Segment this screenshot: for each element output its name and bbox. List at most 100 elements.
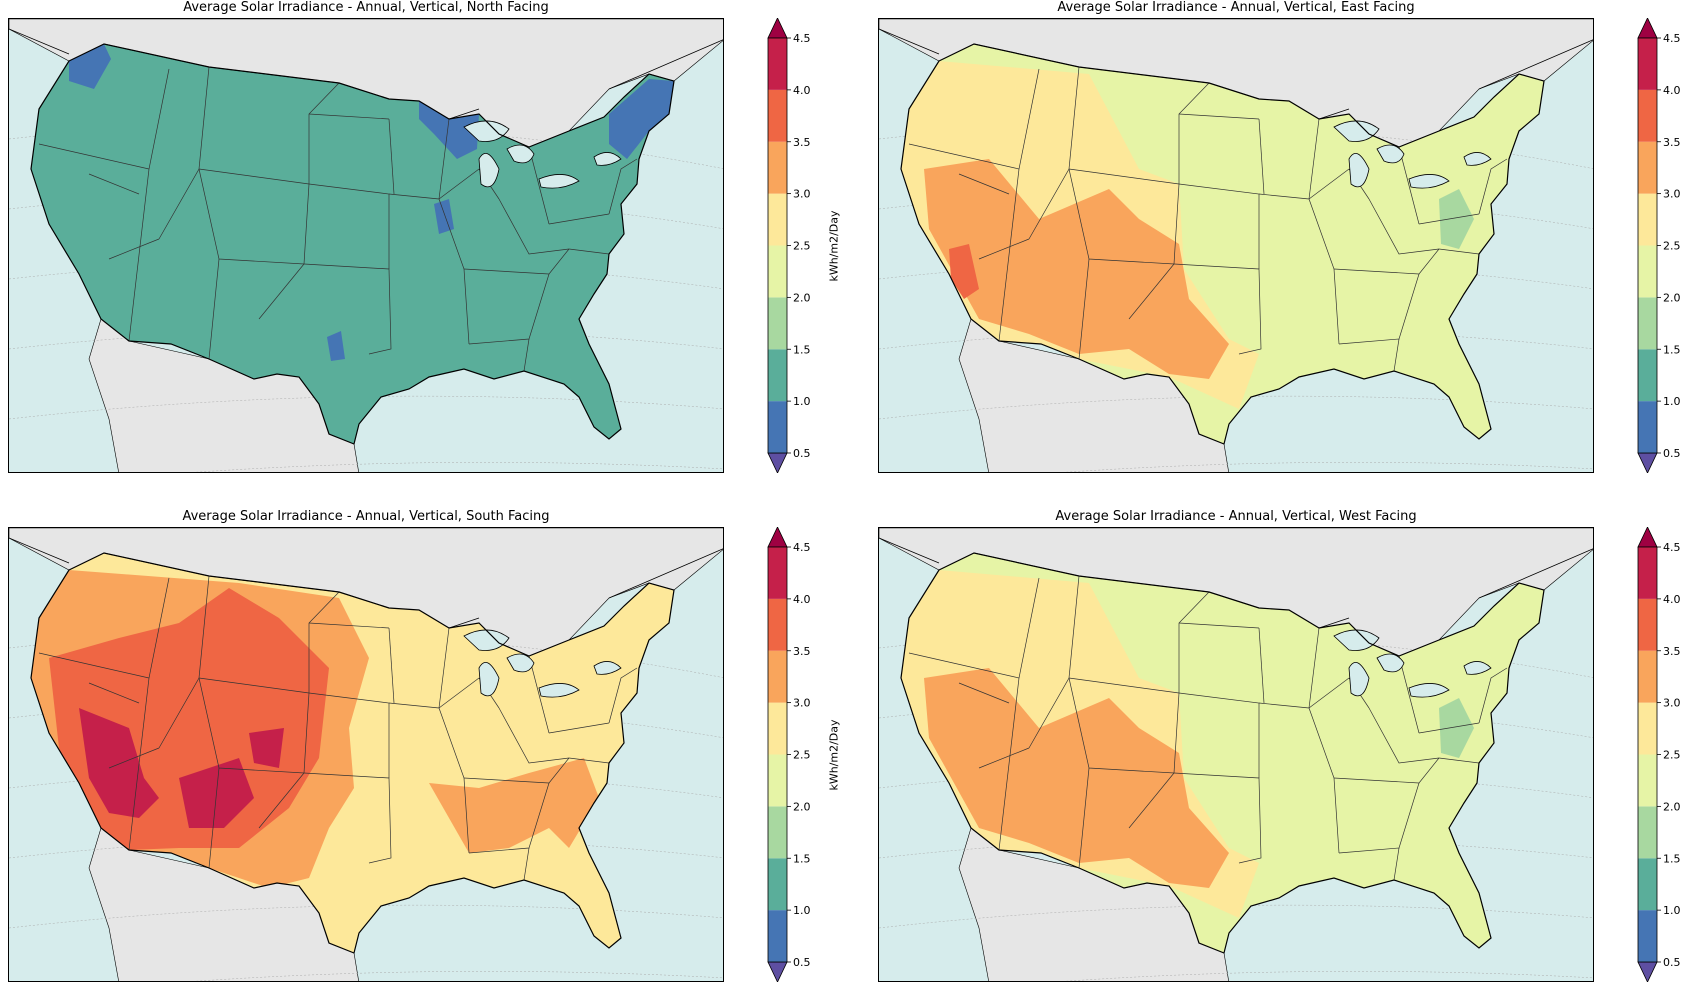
colorbar-swatch [1638,650,1657,703]
colorbar-swatch [768,38,787,90]
state-border [308,113,390,120]
state-border [568,757,610,764]
colorbar-swatch [1638,547,1657,599]
lake [538,174,580,189]
state-border [308,622,390,629]
colorbar-tick-label: 1.5 [1663,852,1681,865]
state-border [1308,118,1320,200]
state-border [388,702,470,854]
panel-title: Average Solar Irradiance - Annual, Verti… [1055,509,1417,524]
colorbar-swatch [1638,858,1657,911]
colorbar-tick-label: 3.0 [793,188,811,201]
colorbar-tick-label: 2.5 [1663,240,1681,253]
state-border [198,168,310,265]
state-border [1173,263,1262,355]
colorbar-swatch [768,297,787,350]
state-border [1128,772,1175,829]
state-border [258,263,305,320]
state-border [1078,258,1090,360]
state-border [1258,193,1340,345]
state-border [38,143,150,170]
coastline [900,43,1545,445]
colorbar-tick-label: 3.5 [1663,136,1681,149]
colorbar-tick-label: 1.5 [1663,343,1681,356]
colorbar-tick-label: 4.5 [1663,32,1681,45]
colorbar-over-arrow [767,17,788,39]
state-border [1128,263,1175,320]
colorbar-tick-label: 2.0 [1663,800,1681,813]
state-border [1258,702,1340,854]
irradiance-region [434,199,454,234]
colorbar-swatch [1638,141,1657,194]
state-border [198,677,310,694]
state-border [1178,622,1260,629]
irradiance-region [69,44,111,89]
colorbar-tick-label: 2.5 [793,240,811,253]
state-border [438,677,480,709]
state-border [198,168,310,185]
colorbar-tick-label: 4.0 [1663,593,1681,606]
colorbar-swatch [1638,245,1657,298]
colorbar-swatch [1638,38,1657,90]
state-border [958,173,1010,195]
lake [1333,629,1380,651]
colorbar-over-arrow [767,526,788,548]
state-border [1398,146,1420,225]
lake [1463,152,1492,166]
lake [463,120,510,142]
choropleth-map [9,19,723,472]
colorbar-tick-label: 3.0 [793,697,811,710]
colorbar-tick-label: 3.5 [793,645,811,658]
colorbar-swatch [1638,89,1657,142]
state-border [1368,198,1440,255]
colorbar-tick-label: 2.5 [1663,749,1681,762]
colorbar-swatch [768,193,787,246]
state-border [1368,707,1440,764]
colorbar-scale: 0.5 1.0 1.5 2.0 2.5 3.0 3.5 4.0 4.5 [767,526,811,983]
colorbar-swatch [768,702,787,755]
colorbar-tick-label: 2.0 [1663,291,1681,304]
colorbar-label: kWh/m2/Day [827,209,841,282]
colorbar-swatch [768,910,787,962]
state-border [1258,118,1265,195]
state-border [258,772,305,829]
state-border [1173,772,1262,864]
state-border [1258,627,1265,704]
colorbar-tick-label: 1.5 [793,852,811,865]
colorbar-tick-label: 4.5 [793,541,811,554]
state-border [908,652,1020,679]
colorbar-tick-label: 1.0 [1663,395,1681,408]
map-area [8,527,724,982]
state-border [1418,722,1480,734]
colorbar-swatch [768,806,787,859]
state-border [303,263,392,355]
colorbar-label: kWh/m2/Day [827,718,841,791]
map-area [8,18,724,473]
colorbar-over-arrow [1637,17,1658,39]
colorbar-tick-label: 0.5 [1663,447,1681,460]
colorbar-tick-label: 3.5 [1663,645,1681,658]
state-border [1068,168,1180,265]
irradiance-region [79,708,284,828]
colorbar-swatch [768,547,787,599]
colorbar-swatch [1638,297,1657,350]
colorbar-swatch [1638,349,1657,402]
state-border [38,652,150,679]
colorbar-swatch [768,245,787,298]
lake [1463,661,1492,675]
state-border [388,627,395,704]
state-border [1418,213,1480,225]
colorbar-swatch [1638,401,1657,453]
colorbar-tick-label: 3.0 [1663,188,1681,201]
irradiance-region [327,331,345,361]
choropleth-map [9,528,723,981]
state-border [1068,677,1180,694]
coastline [900,552,1545,954]
colorbar-under-arrow [1637,452,1658,474]
colorbar-swatch [1638,598,1657,651]
state-border [568,248,610,255]
state-border [1078,767,1090,869]
panel-title: Average Solar Irradiance - Annual, Verti… [1057,0,1415,15]
